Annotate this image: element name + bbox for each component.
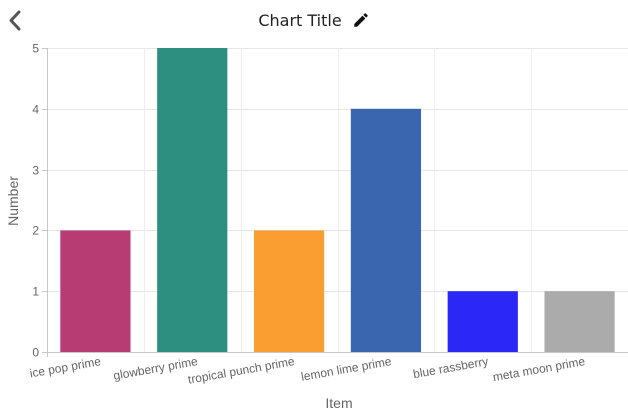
y-tick-label: 0	[32, 346, 39, 360]
x-tick-label: glowberry prime	[112, 354, 199, 383]
x-axis-title: Item	[325, 395, 352, 410]
y-tick-label: 4	[32, 103, 39, 117]
x-tick-label: meta moon prime	[492, 354, 587, 384]
bar[interactable]	[350, 108, 422, 352]
chart-header: Chart Title	[0, 0, 628, 40]
x-tick-label: tropical punch prime	[187, 354, 296, 387]
y-tick-label: 3	[32, 164, 39, 178]
bars	[60, 48, 615, 352]
y-tick-label: 1	[32, 285, 39, 299]
chart-title: Chart Title	[258, 10, 342, 30]
bar[interactable]	[253, 230, 325, 352]
y-axis-title: Number	[5, 176, 21, 226]
bar[interactable]	[447, 291, 518, 352]
bar[interactable]	[157, 48, 228, 352]
y-tick-label: 2	[32, 224, 39, 238]
x-tick-label: ice pop prime	[29, 354, 103, 380]
pencil-icon[interactable]	[352, 11, 370, 29]
grid-lines	[47, 48, 628, 352]
x-tick-label: lemon lime prime	[300, 354, 393, 384]
bar[interactable]	[544, 291, 615, 352]
y-tick-label: 5	[32, 42, 39, 56]
back-button[interactable]	[0, 0, 34, 40]
chevron-left-icon	[9, 10, 21, 31]
bar[interactable]	[60, 230, 131, 352]
x-tick-label: blue rassberry	[412, 354, 489, 381]
